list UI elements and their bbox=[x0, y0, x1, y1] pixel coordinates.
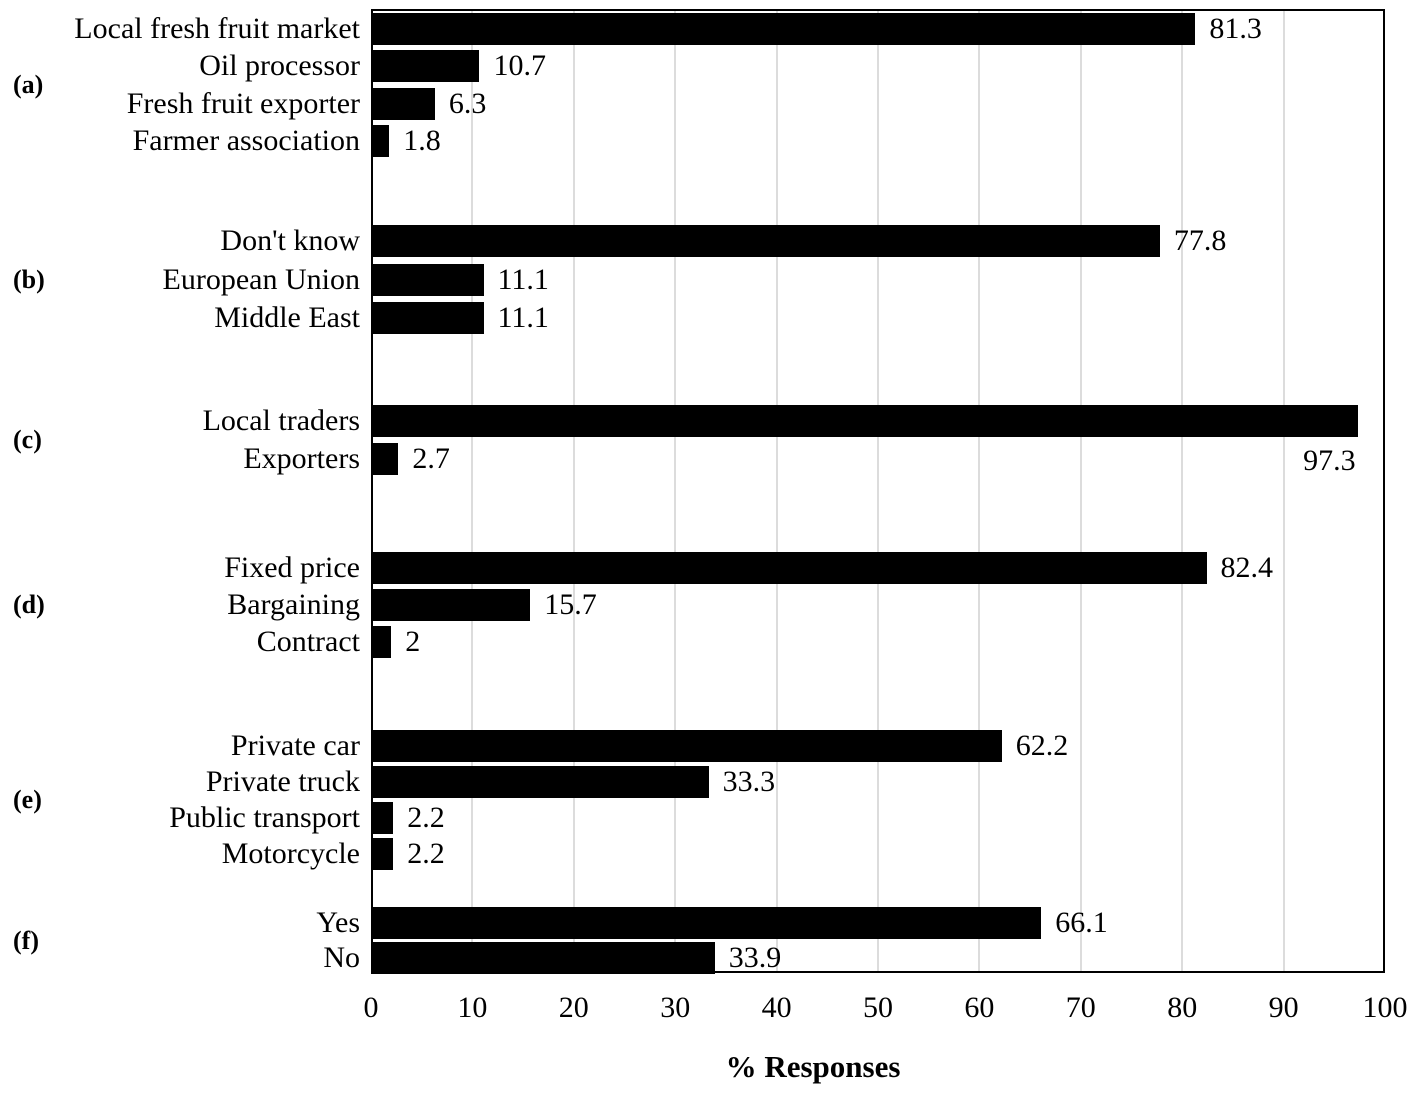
x-tick-label: 100 bbox=[1362, 991, 1408, 1024]
gridline bbox=[1079, 11, 1082, 971]
value-label: 1.8 bbox=[403, 124, 441, 158]
bar bbox=[371, 302, 484, 334]
value-label: 10.7 bbox=[493, 49, 546, 83]
value-label: 33.3 bbox=[722, 765, 776, 798]
category-label: Bargaining bbox=[227, 588, 360, 621]
value-label: 2.2 bbox=[407, 801, 445, 834]
group-label: (b) bbox=[13, 264, 45, 294]
category-label: Local fresh fruit market bbox=[74, 12, 360, 45]
category-label: Private truck bbox=[205, 765, 360, 798]
category-label: Don't know bbox=[220, 224, 360, 257]
value-label: 97.3 bbox=[1303, 444, 1356, 477]
bar bbox=[371, 552, 1207, 584]
value-label: 6.3 bbox=[448, 86, 487, 120]
category-label: Fixed price bbox=[224, 551, 360, 584]
value-label: 11.1 bbox=[497, 301, 549, 334]
x-tick-label: 20 bbox=[558, 991, 589, 1024]
value-label: 62.2 bbox=[1015, 729, 1069, 762]
category-label: Yes bbox=[316, 906, 360, 939]
gridline bbox=[1282, 11, 1285, 971]
gridline bbox=[572, 11, 575, 971]
category-label: Farmer association bbox=[132, 124, 360, 158]
bar bbox=[371, 942, 715, 974]
bar bbox=[371, 50, 480, 83]
gridline bbox=[1181, 11, 1184, 971]
value-label: 11.1 bbox=[497, 262, 549, 296]
gridline bbox=[978, 11, 981, 971]
category-label: Local traders bbox=[202, 404, 360, 437]
group-label: (d) bbox=[13, 590, 45, 619]
x-axis-title: % Responses bbox=[725, 1049, 901, 1084]
value-label: 81.3 bbox=[1209, 12, 1262, 45]
value-label: 2 bbox=[405, 625, 421, 658]
x-tick-label: 10 bbox=[457, 991, 488, 1024]
category-label: Motorcycle bbox=[221, 837, 360, 870]
category-label: European Union bbox=[162, 262, 360, 296]
bar bbox=[371, 626, 392, 658]
bar bbox=[371, 802, 394, 834]
value-label: 82.4 bbox=[1220, 551, 1274, 584]
value-label: 77.8 bbox=[1173, 224, 1227, 257]
gridline bbox=[674, 11, 677, 971]
x-tick-label: 0 bbox=[363, 991, 379, 1024]
bar bbox=[371, 589, 531, 621]
category-label: No bbox=[323, 941, 360, 974]
category-label: Fresh fruit exporter bbox=[126, 86, 360, 120]
bar bbox=[371, 263, 484, 296]
x-tick-label: 60 bbox=[964, 991, 995, 1024]
group-label: (e) bbox=[13, 785, 42, 814]
bar bbox=[371, 766, 709, 798]
x-tick-label: 70 bbox=[1065, 991, 1096, 1024]
bar bbox=[371, 225, 1160, 257]
value-label: 15.7 bbox=[544, 588, 597, 621]
bar bbox=[371, 125, 390, 158]
category-label: Oil processor bbox=[199, 49, 360, 83]
bar bbox=[371, 730, 1002, 762]
category-label: Private car bbox=[230, 729, 360, 762]
gridline bbox=[775, 11, 778, 971]
x-tick-label: 90 bbox=[1268, 991, 1299, 1024]
gridline bbox=[471, 11, 474, 971]
bar bbox=[371, 443, 399, 475]
bar bbox=[371, 907, 1042, 939]
category-label: Middle East bbox=[214, 301, 360, 334]
x-tick-label: 40 bbox=[761, 991, 792, 1024]
x-tick-label: 30 bbox=[660, 991, 691, 1024]
bar bbox=[371, 838, 394, 870]
x-tick-label: 50 bbox=[863, 991, 893, 1024]
bar bbox=[371, 13, 1196, 45]
value-label: 66.1 bbox=[1055, 906, 1108, 939]
gridline bbox=[877, 11, 879, 971]
value-label: 2.7 bbox=[412, 442, 450, 475]
group-label: (f) bbox=[13, 925, 39, 955]
category-label: Public transport bbox=[169, 801, 360, 834]
bar bbox=[371, 87, 435, 120]
x-tick-label: 80 bbox=[1167, 991, 1198, 1024]
bar bbox=[371, 405, 1358, 437]
value-label: 33.9 bbox=[728, 941, 782, 974]
group-label: (a) bbox=[13, 70, 44, 100]
category-label: Exporters bbox=[243, 442, 360, 475]
group-label: (c) bbox=[13, 425, 42, 454]
value-label: 2.2 bbox=[407, 837, 445, 870]
category-label: Contract bbox=[256, 625, 360, 658]
